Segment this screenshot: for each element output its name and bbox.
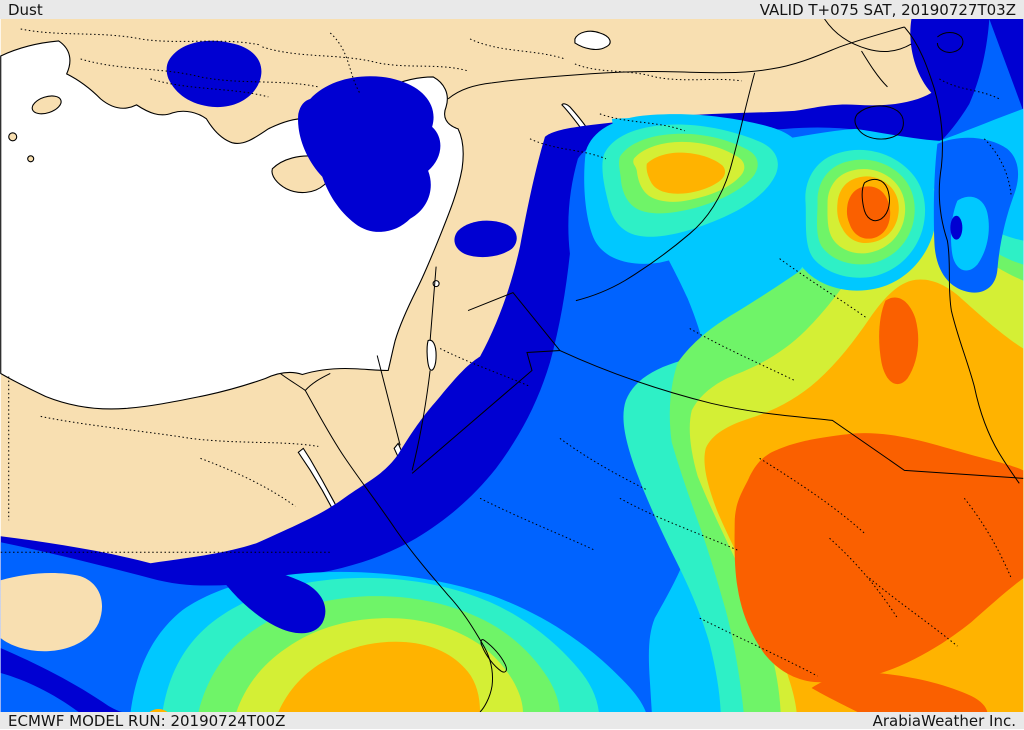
dust-contour-layers [0, 19, 1024, 712]
jordan-valley-line [411, 266, 437, 471]
dark-spot-iran [950, 215, 963, 240]
lake-sevan [936, 31, 964, 53]
cyan-inlier-patch [950, 196, 989, 271]
nile-river [280, 373, 494, 712]
dust-core-north-syria [584, 114, 805, 264]
map-title: Dust [8, 0, 43, 19]
caucasus-borders [824, 19, 912, 88]
amber-dot-sw [149, 709, 168, 712]
admin-borders [0, 28, 1012, 677]
dust-layer-8 [734, 433, 1024, 683]
valid-time-label: VALID T+075 SAT, 20190727T03Z [759, 0, 1016, 19]
jordan-borders [411, 292, 561, 474]
lake-nasser [480, 639, 507, 673]
dust-layer-8-south [811, 672, 988, 712]
country-borders [376, 19, 1024, 484]
israel-egypt-border [376, 355, 401, 446]
dark-ribbon-sw-corner [0, 648, 123, 712]
dust-blob-sw-turkey [166, 40, 262, 108]
dust-blob-east-med [298, 76, 441, 232]
sea-of-galilee [432, 280, 440, 288]
model-run-label: ECMWF MODEL RUN: 20190724T00Z [8, 711, 286, 730]
aegean-islands [8, 95, 62, 163]
tan-island-egypt [0, 572, 103, 652]
syria-iraq-border [575, 72, 756, 302]
dust-blob-lebanon [454, 220, 517, 258]
eastern-lakes [480, 31, 964, 673]
dust-red-corridor [879, 297, 919, 385]
lake-urmia [861, 178, 890, 222]
dust-forecast-map [0, 19, 1024, 712]
iraq-iran-border [904, 26, 1020, 484]
iraq-saudi-border [559, 350, 1024, 479]
lake-van [854, 105, 904, 140]
turkey-syria-border [447, 26, 905, 100]
dark-tongue-egypt [211, 558, 326, 634]
footer-bar: ECMWF MODEL RUN: 20190724T00Z ArabiaWeat… [0, 711, 1024, 730]
header-bar: Dust VALID T+075 SAT, 20190727T03Z [0, 0, 1024, 19]
credit-label: ArabiaWeather Inc. [872, 711, 1016, 730]
